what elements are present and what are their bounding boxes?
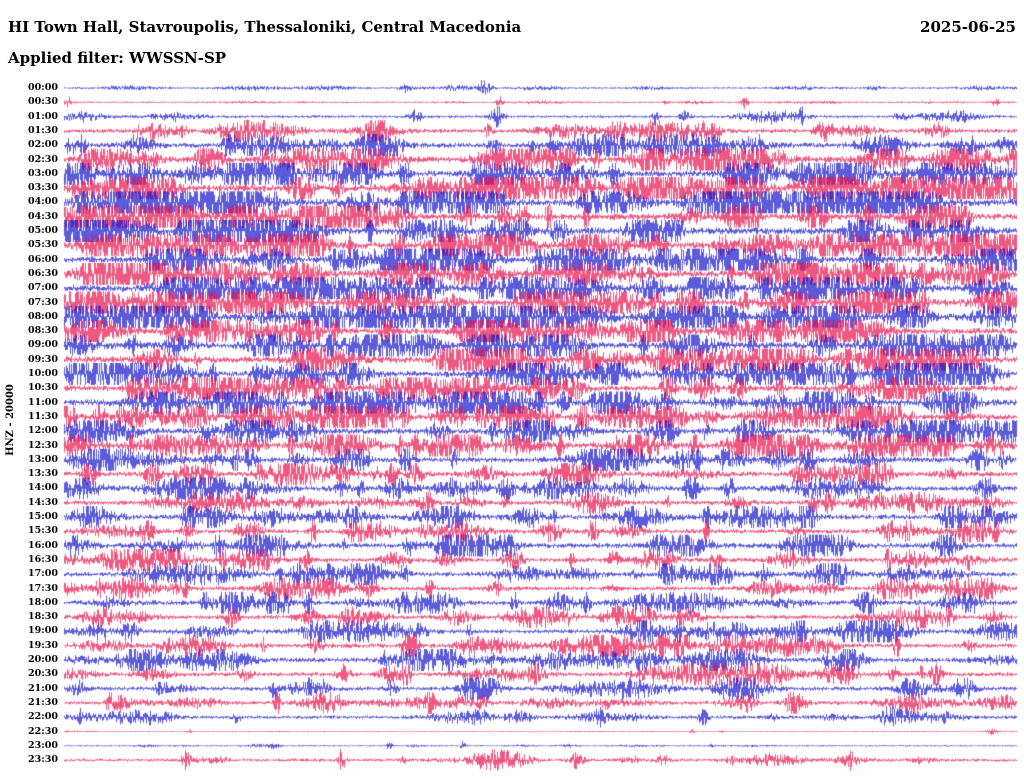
time-label-1600: 16:00 [28,539,58,551]
time-label-0530: 05:30 [28,239,58,251]
time-label-1730: 17:30 [28,582,58,594]
time-label-2330: 23:30 [28,754,58,766]
time-label-0730: 07:30 [28,296,58,308]
time-label-0700: 07:00 [28,282,58,294]
time-label-0330: 03:30 [28,182,58,194]
time-label-1530: 15:30 [28,525,58,537]
time-label-0830: 08:30 [28,325,58,337]
time-label-0900: 09:00 [28,339,58,351]
time-label-0400: 04:00 [28,196,58,208]
time-label-1700: 17:00 [28,568,58,580]
time-label-1830: 18:30 [28,611,58,623]
time-label-1430: 14:30 [28,496,58,508]
time-label-1400: 14:00 [28,482,58,494]
time-label-1500: 15:00 [28,511,58,522]
time-label-0030: 00:30 [28,96,58,108]
time-label-2130: 21:30 [28,696,58,708]
time-label-0630: 06:30 [28,267,58,279]
time-label-1800: 18:00 [28,596,58,608]
time-label-1930: 19:30 [28,639,58,651]
time-label-2000: 20:00 [28,654,58,665]
time-label-0200: 02:00 [28,139,58,151]
time-label-1300: 13:00 [28,453,58,465]
applied-filter-label: Applied filter: WWSSN-SP [8,49,227,67]
time-label-0800: 08:00 [28,310,58,322]
time-label-2230: 22:30 [28,725,58,737]
time-label-0230: 02:30 [28,153,58,165]
time-label-0500: 05:00 [28,225,58,236]
time-label-0100: 01:00 [28,110,58,122]
time-label-1030: 10:30 [28,382,58,394]
time-label-0930: 09:30 [28,353,58,365]
time-label-1230: 12:30 [28,439,58,451]
time-label-0430: 04:30 [28,210,58,222]
time-label-0000: 00:00 [28,82,58,93]
time-label-2100: 21:00 [28,682,58,694]
time-label-2200: 22:00 [28,711,58,723]
time-label-1330: 13:30 [28,468,58,480]
time-label-0600: 06:00 [28,253,58,265]
time-label-1130: 11:30 [28,410,58,422]
channel-scale-label: HNZ - 20000 [5,384,16,456]
time-label-1900: 19:00 [28,625,58,637]
time-label-0300: 03:00 [28,167,58,179]
time-label-1000: 10:00 [28,368,58,379]
record-date: 2025-06-25 [920,18,1016,36]
time-label-1200: 12:00 [28,425,58,437]
time-label-2300: 23:00 [28,739,58,751]
time-label-1100: 11:00 [28,396,58,408]
time-label-2030: 20:30 [28,668,58,680]
time-axis-labels: 00:00 00:30 01:00 01:30 02:00 02:30 03:00 03:30… [0,0,58,780]
station-title: HI Town Hall, Stavroupolis, Thessaloniki… [8,18,522,36]
time-label-0130: 01:30 [28,124,58,136]
time-label-1630: 16:30 [28,553,58,565]
